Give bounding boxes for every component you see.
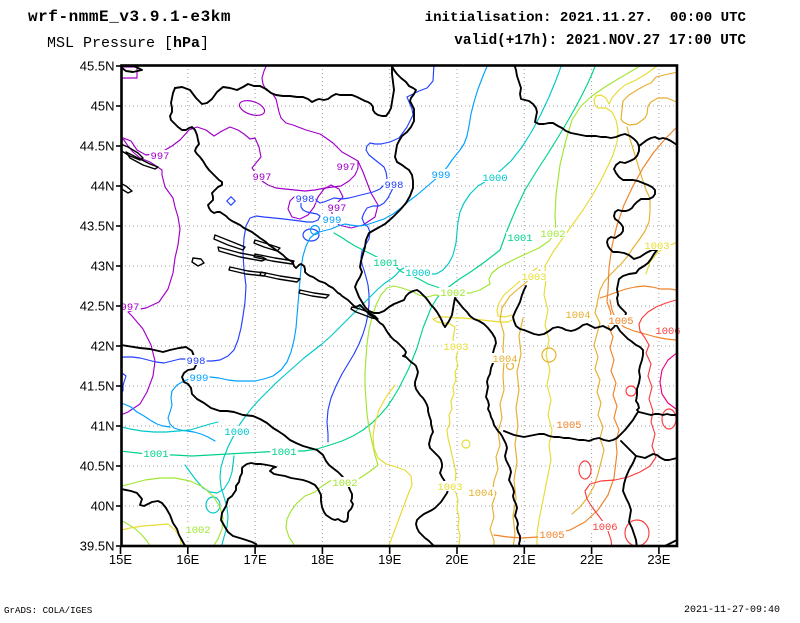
svg-text:999: 999: [432, 170, 451, 182]
svg-text:21E: 21E: [513, 552, 536, 567]
svg-text:23E: 23E: [647, 552, 670, 567]
svg-text:997: 997: [151, 151, 170, 163]
svg-text:20E: 20E: [445, 552, 468, 567]
svg-text:998: 998: [296, 194, 315, 206]
svg-text:1003: 1003: [644, 241, 669, 253]
svg-text:MSL Pressure [hPa]: MSL Pressure [hPa]: [47, 35, 209, 52]
svg-text:1005: 1005: [608, 316, 633, 328]
svg-text:1002: 1002: [185, 525, 210, 537]
svg-text:16E: 16E: [176, 552, 199, 567]
svg-text:40.5N: 40.5N: [80, 459, 115, 474]
svg-text:1000: 1000: [224, 427, 249, 439]
svg-text:40N: 40N: [91, 499, 115, 514]
svg-text:997: 997: [337, 162, 356, 174]
svg-text:1001: 1001: [373, 258, 398, 270]
svg-text:44.5N: 44.5N: [80, 139, 115, 154]
svg-text:42.5N: 42.5N: [80, 299, 115, 314]
svg-text:44N: 44N: [91, 179, 115, 194]
svg-text:wrf-nmmE_v3.9.1-e3km: wrf-nmmE_v3.9.1-e3km: [28, 8, 231, 26]
svg-text:1003: 1003: [437, 482, 462, 494]
svg-text:998: 998: [385, 180, 404, 192]
svg-text:1003: 1003: [521, 272, 546, 284]
svg-text:999: 999: [190, 373, 209, 385]
svg-text:17E: 17E: [244, 552, 267, 567]
svg-text:1002: 1002: [332, 478, 357, 490]
svg-text:41.5N: 41.5N: [80, 379, 115, 394]
svg-text:initialisation: 2021.11.27. 0: initialisation: 2021.11.27. 00:00 UTC: [425, 10, 747, 26]
svg-text:999: 999: [323, 215, 342, 227]
svg-text:997: 997: [121, 302, 140, 314]
svg-text:39.5N: 39.5N: [80, 539, 115, 554]
svg-text:1002: 1002: [540, 229, 565, 241]
svg-text:45N: 45N: [91, 99, 115, 114]
svg-text:43N: 43N: [91, 259, 115, 274]
svg-text:43.5N: 43.5N: [80, 219, 115, 234]
svg-text:1001: 1001: [143, 449, 168, 461]
svg-text:1003: 1003: [443, 342, 468, 354]
svg-text:1004: 1004: [565, 310, 590, 322]
svg-text:1001: 1001: [271, 447, 296, 459]
svg-text:GrADS: COLA/IGES: GrADS: COLA/IGES: [4, 605, 93, 616]
svg-text:45.5N: 45.5N: [80, 59, 115, 74]
svg-text:19E: 19E: [378, 552, 401, 567]
svg-text:1000: 1000: [482, 173, 507, 185]
svg-text:1005: 1005: [539, 530, 564, 542]
svg-text:1000: 1000: [405, 268, 430, 280]
svg-text:1004: 1004: [468, 488, 493, 500]
svg-text:997: 997: [328, 203, 347, 215]
svg-text:18E: 18E: [311, 552, 334, 567]
svg-text:997: 997: [253, 172, 272, 184]
svg-text:15E: 15E: [109, 552, 132, 567]
svg-text:valid(+17h): 2021.NOV.27 17:00: valid(+17h): 2021.NOV.27 17:00 UTC: [454, 33, 746, 49]
svg-text:41N: 41N: [91, 419, 115, 434]
svg-text:22E: 22E: [580, 552, 603, 567]
svg-text:998: 998: [187, 356, 206, 368]
svg-text:1006: 1006: [592, 522, 617, 534]
svg-text:1002: 1002: [440, 288, 465, 300]
svg-text:1004: 1004: [492, 354, 517, 366]
svg-text:1001: 1001: [507, 233, 532, 245]
svg-text:1006: 1006: [655, 326, 680, 338]
svg-text:2021-11-27-09:40: 2021-11-27-09:40: [684, 605, 780, 616]
svg-text:42N: 42N: [91, 339, 115, 354]
svg-text:1005: 1005: [556, 420, 581, 432]
